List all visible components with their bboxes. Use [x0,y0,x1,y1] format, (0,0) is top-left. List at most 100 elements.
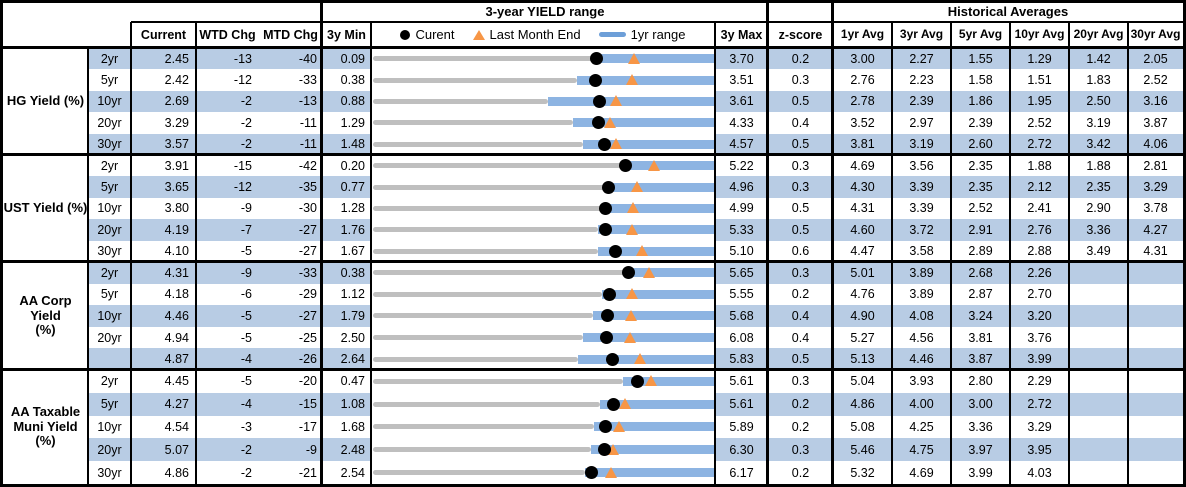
current-dot-icon [593,94,607,108]
wtd-mtd-cell: -2 -11 [196,112,322,134]
3y-min-cell: 1.12 [322,283,371,306]
3y-max-cell: 5.55 [715,283,768,306]
wtd-mtd-cell: -12 -35 [196,176,322,198]
avg-cell: 3.81 [951,326,1010,349]
range-chart [371,305,715,327]
wtd-mtd-cell: -9 -33 [196,262,322,284]
z-score-cell: 0.5 [768,219,833,241]
wtd-mtd-cell: -5 -25 [196,326,322,349]
current-cell: 4.19 [131,219,196,241]
range-chart [371,133,715,155]
avg-cell [1128,438,1183,462]
current-cell: 4.27 [131,392,196,416]
avg-column-header-5yr: 5yr Avg [958,27,1003,42]
avg-cell: 2.72 [1010,133,1069,155]
last-month-triangle-icon [625,74,638,86]
wtd-chg-cell: -2 [240,115,252,130]
avg-cell [1069,348,1128,370]
tenor-cell: 5yr [88,283,131,306]
range-chart [371,197,715,220]
3y-min-cell: 2.54 [322,461,371,484]
3y-range-gray-line [373,447,591,453]
avg-cell: 2.87 [951,283,1010,306]
range-chart [371,392,715,416]
wtd-chg-cell: -9 [240,201,252,216]
tenor-cell: 2yr [88,48,131,70]
grid-vline [370,22,372,484]
last-month-triangle-icon [643,266,656,278]
avg-column-header-30yr: 30yr Avg [1130,27,1181,42]
avg-cell: 3.19 [1069,112,1128,134]
avg-cell: 2.78 [833,90,892,113]
avg-cell: 2.60 [951,133,1010,155]
3y-max-cell: 3.70 [715,48,768,70]
last-month-triangle-icon [636,245,649,257]
avg-cell: 2.72 [1010,392,1069,416]
3y-max-cell: 5.61 [715,392,768,416]
3y-max-cell: 5.22 [715,155,768,177]
avg-cell: 3.19 [892,133,951,155]
1yr-range-bar [577,75,715,85]
tenor-cell: 20yr [88,326,131,349]
avg-cell: 4.69 [892,461,951,484]
tenor-cell: 2yr [88,262,131,284]
grid-vline [130,22,132,484]
grid-vline [766,3,769,484]
wtd-chg-cell: -4 [240,397,252,412]
3y-range-gray-line [373,270,628,276]
tenor-cell: 5yr [88,69,131,91]
avg-cell: 4.76 [833,283,892,306]
z-score-cell: 0.2 [768,283,833,306]
avg-cell: 3.29 [1128,176,1183,198]
wtd-mtd-cell: -6 -29 [196,283,322,306]
last-month-triangle-icon [606,443,619,455]
tenor-cell: 10yr [88,90,131,113]
avg-cell [1128,305,1183,327]
avg-cell [1069,283,1128,306]
3y-min-column-header: 3y Min [327,28,366,42]
grid-vline [1068,22,1070,484]
3y-min-cell: 1.79 [322,305,371,327]
grid-hline [3,368,1183,371]
3y-max-cell: 6.30 [715,438,768,462]
z-score-cell: 0.2 [768,392,833,416]
current-cell: 4.86 [131,461,196,484]
wtd-mtd-header-cell: WTD Chg MTD Chg [196,22,322,48]
avg-cell [1069,305,1128,327]
z-score-cell: 0.2 [768,48,833,70]
avg-cell: 4.86 [833,392,892,416]
3y-max-cell: 6.08 [715,326,768,349]
mtd-chg-cell: -40 [298,51,317,66]
wtd-chg-cell: -3 [240,419,252,434]
wtd-chg-cell: -13 [233,51,252,66]
range-chart [371,326,715,349]
current-cell: 4.94 [131,326,196,349]
grid-vline [87,48,89,484]
avg-cell: 2.68 [951,262,1010,284]
mtd-chg-cell: -20 [298,374,317,389]
last-month-triangle-icon [633,353,646,365]
current-cell: 4.87 [131,348,196,370]
avg-cell: 3.99 [1010,348,1069,370]
1yr-range-bar [592,311,715,321]
3y-range-gray-line [373,163,621,169]
avg-cell [1128,415,1183,439]
3y-min-cell: 2.64 [322,348,371,370]
z-score-cell: 0.3 [768,155,833,177]
avg-column-header-20yr: 20yr Avg [1073,27,1124,42]
grid-vline [1009,22,1011,484]
1yr-range-bar [577,354,715,364]
avg-cell: 2.76 [1010,219,1069,241]
grid-vline [195,22,197,484]
current-dot-icon [590,52,604,66]
grid-vline [831,3,834,484]
avg-cell: 3.36 [1069,219,1128,241]
avg-cell: 2.35 [951,176,1010,198]
avg-cell [1128,348,1183,370]
avg-cell: 2.41 [1010,197,1069,220]
1yr-range-bar [611,182,715,192]
avg-cell [1128,392,1183,416]
3y-max-cell: 5.65 [715,262,768,284]
avg-column-header-3yr: 3yr Avg [899,27,944,42]
